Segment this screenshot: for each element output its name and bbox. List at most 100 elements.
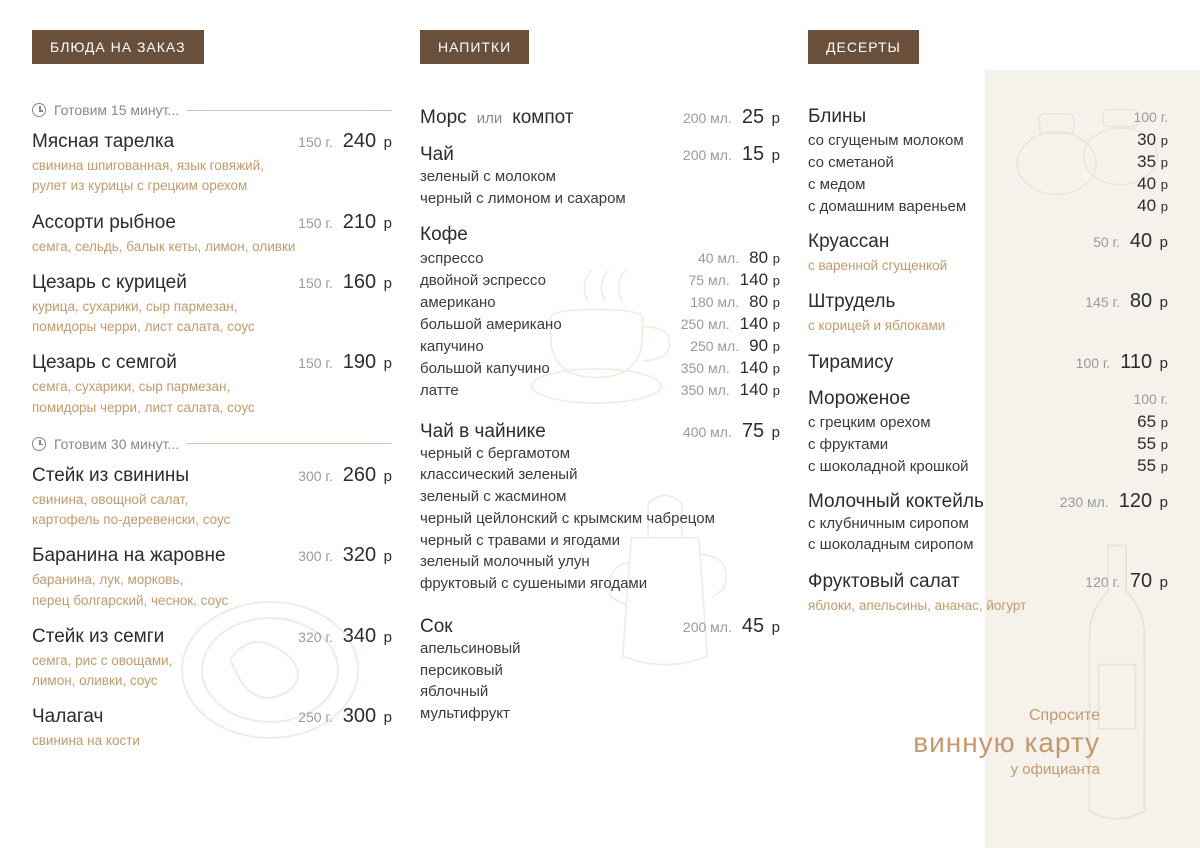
item-name: Штрудель [808, 291, 895, 313]
sub-name: капучино [420, 338, 484, 355]
price: 140 р [740, 380, 780, 400]
sub-item: со сметаной 35 р [808, 152, 1168, 172]
variant: яблочный [420, 681, 780, 703]
header-dishes: БЛЮДА НА ЗАКАЗ [32, 30, 204, 64]
sub-item: с фруктами 55 р [808, 434, 1168, 454]
item-name: Фруктовый салат [808, 571, 960, 593]
price: 110 р [1120, 351, 1168, 374]
variant: мультифрукт [420, 703, 780, 725]
variant: зеленый с жасмином [420, 486, 780, 508]
price: 75 р [742, 420, 780, 443]
item-name: Морс [420, 107, 467, 129]
item-name: Чай [420, 144, 454, 166]
time-marker-30: Готовим 30 минут... [32, 436, 392, 452]
price: 80 р [1130, 290, 1168, 313]
item-fruitsalad: Фруктовый салат 120 г. 70 р яблоки, апел… [808, 570, 1168, 616]
desc: с корицей и яблоками [808, 316, 1168, 336]
portion: 320 г. [298, 629, 333, 645]
price: 300 р [343, 705, 392, 728]
item-name: Цезарь с курицей [32, 272, 187, 294]
variant: зеленый с молоком [420, 166, 780, 188]
desc: семга, сельдь, балык кеты, лимон, оливки [32, 237, 392, 257]
item-name: Тирамису [808, 352, 893, 374]
portion: 300 г. [298, 468, 333, 484]
group-15min: Мясная тарелка 150 г. 240 р свинина шпиг… [32, 130, 392, 418]
clock-icon [32, 437, 46, 451]
portion: 150 г. [298, 275, 333, 291]
time-text: Готовим 15 минут... [54, 102, 179, 118]
portion: 120 г. [1085, 574, 1120, 590]
item-name: Сок [420, 616, 453, 638]
item-name: Стейк из семги [32, 626, 164, 648]
column-desserts: ДЕСЕРТЫ Блины 100 г. со сгущеным молоком… [808, 30, 1168, 766]
variant: с клубничным сиропом [808, 513, 1168, 535]
sub-name: американо [420, 294, 496, 311]
sub-item: большой капучино 350 мл. 140 р [420, 358, 780, 378]
variant: апельсиновый [420, 638, 780, 660]
sub-item: с домашним вареньем 40 р [808, 196, 1168, 216]
portion: 250 мл. [690, 338, 739, 354]
item-name: Баранина на жаровне [32, 545, 226, 567]
variant: классический зеленый [420, 464, 780, 486]
price: 40 р [1137, 196, 1168, 216]
item-tiramisu: Тирамису 100 г. 110 р [808, 351, 1168, 374]
item-name: Чалагач [32, 706, 103, 728]
portion: 150 г. [298, 134, 333, 150]
column-dishes: БЛЮДА НА ЗАКАЗ Готовим 15 минут... Мясна… [32, 30, 392, 766]
menu-item: Баранина на жаровне 300 г. 320 р баранин… [32, 544, 392, 611]
price: 160 р [343, 271, 392, 294]
menu-item: Мясная тарелка 150 г. 240 р свинина шпиг… [32, 130, 392, 197]
item-mors: Морс или компот 200 мл. 25 р [420, 106, 780, 129]
item-name: Блины [808, 106, 866, 128]
item-name: Стейк из свинины [32, 465, 189, 487]
desc: свинина шпигованная, язык говяжий,рулет … [32, 156, 392, 197]
time-marker-15: Готовим 15 минут... [32, 102, 392, 118]
desc: баранина, лук, морковь,перец болгарский,… [32, 570, 392, 611]
portion: 100 г. [1133, 109, 1168, 125]
item-croissant: Круассан 50 г. 40 р с варенной сгущенкой [808, 230, 1168, 276]
item-tea: Чай 200 мл. 15 р зеленый с молокомчерный… [420, 143, 780, 210]
price: 120 р [1119, 490, 1168, 513]
desc: свинина, овощной салат,картофель по-дере… [32, 490, 392, 531]
desc: курица, сухарики, сыр пармезан,помидоры … [32, 297, 392, 338]
price: 320 р [343, 544, 392, 567]
sub-item: американо 180 мл. 80 р [420, 292, 780, 312]
price: 140 р [740, 358, 780, 378]
price: 55 р [1137, 456, 1168, 476]
price: 140 р [740, 314, 780, 334]
price: 25 р [742, 106, 780, 129]
note-or: или [477, 110, 503, 127]
price: 140 р [740, 270, 780, 290]
variant: зеленый молочный улун [420, 551, 780, 573]
group-30min: Стейк из свинины 300 г. 260 р свинина, о… [32, 464, 392, 752]
portion: 150 г. [298, 215, 333, 231]
price: 240 р [343, 130, 392, 153]
desc: семга, сухарики, сыр пармезан,помидоры ч… [32, 377, 392, 418]
sub-name: с грецким орехом [808, 414, 931, 431]
variant: с шоколадным сиропом [808, 534, 1168, 556]
portion: 40 мл. [698, 250, 739, 266]
sub-name: эспрессо [420, 250, 483, 267]
price: 30 р [1137, 130, 1168, 150]
price: 70 р [1130, 570, 1168, 593]
sub-item: с медом 40 р [808, 174, 1168, 194]
wine-card-cta: Спросите винную карту у официанта [913, 707, 1100, 778]
price: 40 р [1137, 174, 1168, 194]
price: 80 р [749, 248, 780, 268]
sub-item: со сгущеным молоком 30 р [808, 130, 1168, 150]
menu-item: Стейк из свинины 300 г. 260 р свинина, о… [32, 464, 392, 531]
sub-name: с фруктами [808, 436, 888, 453]
item-name: Цезарь с семгой [32, 352, 177, 374]
portion: 100 г. [1076, 355, 1111, 371]
sub-item: с грецким орехом 65 р [808, 412, 1168, 432]
item-name: Чай в чайнике [420, 421, 546, 443]
price: 35 р [1137, 152, 1168, 172]
portion: 250 г. [298, 709, 333, 725]
item-teapot: Чай в чайнике 400 мл. 75 р черный с берг… [420, 420, 780, 595]
sub-item: с шоколадной крошкой 55 р [808, 456, 1168, 476]
sub-name: со сгущеным молоком [808, 132, 964, 149]
item-name: Кофе [420, 224, 468, 246]
menu-item: Ассорти рыбное 150 г. 210 р семга, сельд… [32, 211, 392, 257]
portion: 200 мл. [683, 110, 732, 126]
item-name: Мясная тарелка [32, 131, 174, 153]
